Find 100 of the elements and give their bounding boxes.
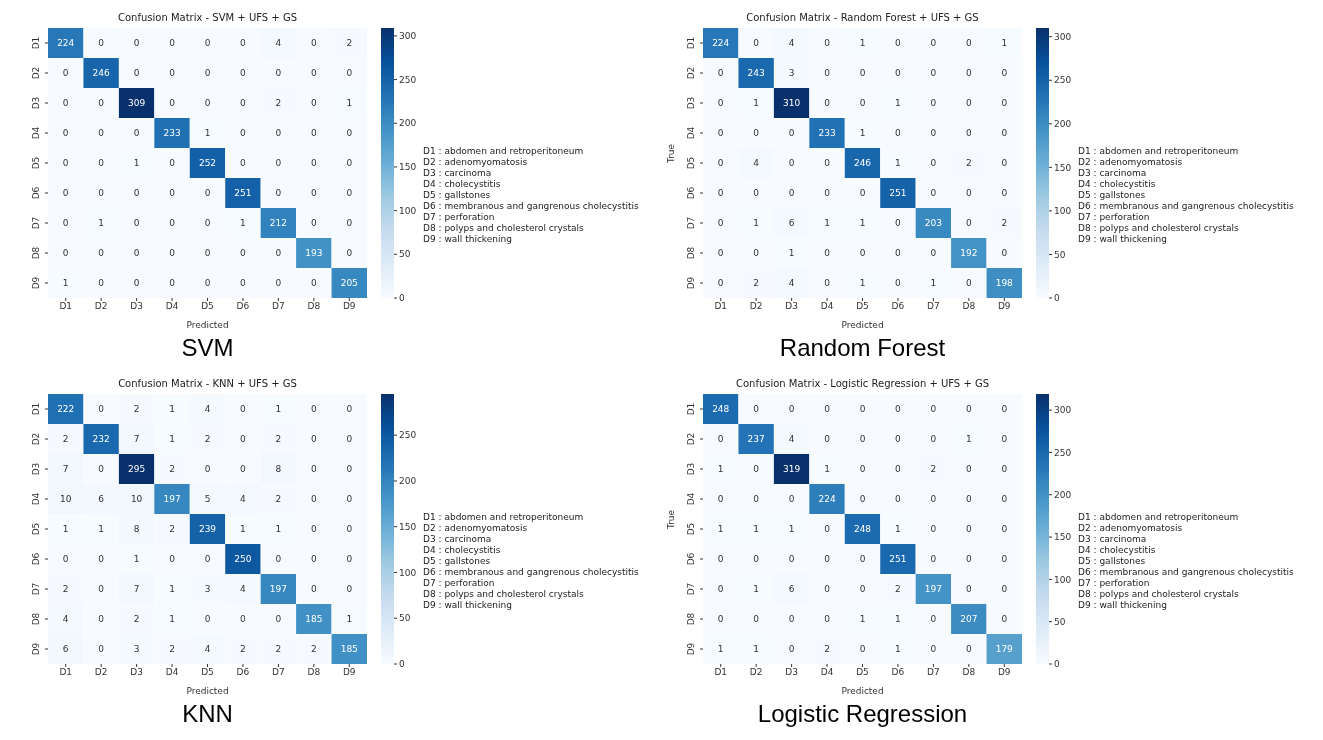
data-label: 0 xyxy=(310,494,317,505)
data-label: 0 xyxy=(930,644,937,655)
text: SVM xyxy=(180,334,235,362)
y-tick-label: D5 xyxy=(686,156,696,170)
data-label: 252 xyxy=(198,158,217,169)
data-label: 1 xyxy=(169,584,175,595)
data-label: 0 xyxy=(98,644,105,655)
y-tick-label: D3 xyxy=(31,462,41,476)
data-label: 0 xyxy=(859,464,866,475)
data-label: 0 xyxy=(169,38,176,49)
data-label: 0 xyxy=(753,38,760,49)
data-label: 3 xyxy=(204,584,211,595)
text: D3 : carcinoma xyxy=(423,168,493,179)
data-label: 1 xyxy=(859,218,866,229)
data-label: 0 xyxy=(717,554,724,565)
data-label: 0 xyxy=(133,128,140,139)
data-label: 6 xyxy=(98,494,105,505)
data-label: 0 xyxy=(346,128,353,139)
data-label: 0 xyxy=(346,404,353,415)
data-label: 1 xyxy=(98,218,105,229)
data-label: 0 xyxy=(717,218,724,229)
data-label: 0 xyxy=(98,554,105,565)
data-label: 0 xyxy=(788,128,795,139)
text: D3 : carcinoma xyxy=(1078,534,1148,545)
x-tick-label: D9 xyxy=(997,667,1011,678)
data-label: 0 xyxy=(346,554,353,565)
data-label: 0 xyxy=(240,158,247,169)
data-label: 0 xyxy=(1001,554,1008,565)
data-label: 0 xyxy=(788,494,795,505)
color-bar-label: 100 xyxy=(399,205,417,216)
data-label: 1 xyxy=(788,248,795,259)
text: D9 : wall thickening xyxy=(1078,600,1168,611)
data-label: 10 xyxy=(130,494,143,505)
y-tick-label: D9 xyxy=(686,276,696,290)
data-label: 0 xyxy=(859,248,866,259)
y-tick-label: D3 xyxy=(686,462,696,476)
y-tick-label: D8 xyxy=(31,246,41,260)
data-label: 0 xyxy=(204,248,211,259)
data-label: 0 xyxy=(1001,188,1008,199)
data-label: 0 xyxy=(133,38,140,49)
color-bar-label: 50 xyxy=(1054,616,1066,627)
text: D7 : perforation xyxy=(423,578,496,589)
data-label: 0 xyxy=(965,68,972,79)
data-label: 2 xyxy=(1001,218,1008,229)
data-label: 203 xyxy=(924,218,942,229)
data-label: 4 xyxy=(753,158,760,169)
data-label: 4 xyxy=(788,38,795,49)
data-label: 0 xyxy=(204,554,211,565)
data-label: 0 xyxy=(824,158,831,169)
data-label: 0 xyxy=(310,98,317,109)
data-label: 0 xyxy=(824,98,831,109)
data-label: 0 xyxy=(169,68,176,79)
color-bar-label: 250 xyxy=(399,430,417,441)
data-label: 0 xyxy=(717,494,724,505)
data-label: 233 xyxy=(163,128,181,139)
data-label: 1 xyxy=(133,158,140,169)
data-label: 1 xyxy=(824,218,830,229)
data-label: 0 xyxy=(824,614,831,625)
x-tick-label: D6 xyxy=(236,667,250,678)
x-tick-label: D2 xyxy=(94,667,108,678)
data-label: 0 xyxy=(240,128,247,139)
data-label: 197 xyxy=(269,584,287,595)
data-label: 0 xyxy=(895,494,902,505)
data-label: 0 xyxy=(753,248,760,259)
text: D5 : gallstones xyxy=(423,190,492,201)
data-label: 198 xyxy=(995,278,1014,289)
data-label: 0 xyxy=(753,614,760,625)
text: D3 : carcinoma xyxy=(1078,168,1148,179)
data-label: 0 xyxy=(346,494,353,505)
x-tick-label: D6 xyxy=(891,301,905,312)
y-tick-label: D5 xyxy=(686,522,696,536)
data-label: 319 xyxy=(783,464,801,475)
data-label: 0 xyxy=(98,98,105,109)
data-label: 0 xyxy=(788,644,795,655)
data-label: 0 xyxy=(965,464,972,475)
y-tick-label: D9 xyxy=(31,276,41,290)
data-label: 0 xyxy=(98,248,105,259)
data-label: 0 xyxy=(133,68,140,79)
text: D9 : wall thickening xyxy=(423,600,513,611)
chart-title: Confusion Matrix - Random Forest + UFS + GS xyxy=(745,12,980,23)
data-label: 0 xyxy=(310,218,317,229)
data-label: 10 xyxy=(60,494,72,505)
x-tick-label: D1 xyxy=(714,301,728,312)
data-label: 1 xyxy=(788,524,795,535)
data-label: 0 xyxy=(310,584,317,595)
data-label: 0 xyxy=(310,68,317,79)
data-label: 0 xyxy=(824,38,831,49)
data-label: 0 xyxy=(346,68,353,79)
x-tick-label: D4 xyxy=(820,301,834,312)
data-label: 1 xyxy=(895,524,901,535)
data-label: 7 xyxy=(133,584,140,595)
data-label: 0 xyxy=(965,128,972,139)
chart-title: Confusion Matrix - KNN + UFS + GS xyxy=(117,378,298,389)
data-label: 0 xyxy=(965,494,972,505)
data-label: 0 xyxy=(930,524,937,535)
data-label: 0 xyxy=(169,554,176,565)
x-axis-title: Predicted xyxy=(186,320,229,330)
y-tick-label: D1 xyxy=(31,402,41,416)
data-label: 0 xyxy=(753,494,760,505)
color-bar-label: 250 xyxy=(1054,75,1072,86)
